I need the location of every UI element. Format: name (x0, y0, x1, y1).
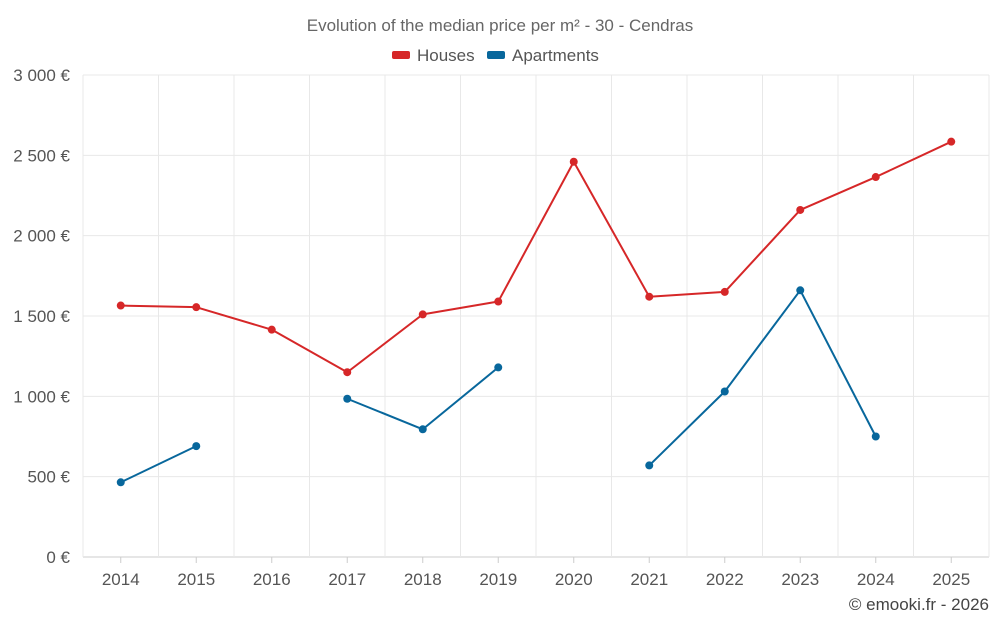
copyright-footer: © emooki.fr - 2026 (849, 595, 989, 614)
data-point-apartments (871, 432, 880, 441)
data-point-apartments (116, 478, 125, 487)
x-tick-label: 2020 (555, 570, 593, 589)
x-tick-label: 2021 (630, 570, 668, 589)
x-tick-label: 2016 (253, 570, 291, 589)
y-tick-label: 1 000 € (13, 387, 70, 406)
data-point-houses (418, 310, 427, 319)
x-axis: 2014 2015 2016 2017 2018 2019 2020 2021 2022 2023… (102, 557, 970, 589)
series-group (116, 137, 956, 487)
y-tick-label: 1 500 € (13, 307, 70, 326)
data-point-houses (720, 287, 729, 296)
data-point-apartments (418, 425, 427, 434)
data-point-apartments (796, 286, 805, 295)
data-point-apartments (343, 394, 352, 403)
data-point-houses (116, 301, 125, 310)
series-line-apartments (120, 445, 197, 484)
data-point-houses (645, 292, 654, 301)
data-point-houses (947, 137, 956, 146)
series-line-apartments (346, 366, 499, 431)
x-tick-label: 2017 (328, 570, 366, 589)
chart-title: Evolution of the median price per m² - 3… (307, 16, 693, 35)
x-tick-label: 2024 (857, 570, 895, 589)
y-tick-label: 2 500 € (13, 146, 70, 165)
x-tick-label: 2018 (404, 570, 442, 589)
legend: Houses Apartments (392, 46, 599, 65)
y-tick-label: 0 € (46, 548, 70, 567)
data-point-houses (569, 157, 578, 166)
legend-label-apartments: Apartments (512, 46, 599, 65)
data-point-houses (192, 303, 201, 312)
data-point-houses (494, 297, 503, 306)
y-tick-label: 500 € (27, 468, 70, 487)
data-point-houses (796, 205, 805, 214)
data-point-apartments (192, 442, 201, 451)
data-point-houses (343, 368, 352, 377)
data-point-houses (871, 173, 880, 182)
y-tick-label: 2 000 € (13, 227, 70, 246)
data-point-houses (267, 325, 276, 334)
data-point-apartments (645, 461, 654, 470)
gridlines (82, 74, 990, 558)
x-tick-label: 2019 (479, 570, 517, 589)
x-tick-label: 2022 (706, 570, 744, 589)
x-tick-label: 2014 (102, 570, 140, 589)
data-point-apartments (720, 387, 729, 396)
x-tick-label: 2025 (932, 570, 970, 589)
legend-swatch-apartments (487, 51, 505, 59)
series-houses (116, 137, 956, 377)
series-line-houses (120, 140, 952, 374)
legend-swatch-houses (392, 51, 410, 59)
series-line-apartments (648, 289, 877, 467)
x-tick-label: 2023 (781, 570, 819, 589)
x-tick-label: 2015 (177, 570, 215, 589)
data-point-apartments (494, 363, 503, 372)
y-axis: 0 € 500 € 1 000 € 1 500 € 2 000 € 2 500 € 3 00… (13, 66, 70, 567)
legend-label-houses: Houses (417, 46, 475, 65)
series-apartments (116, 286, 880, 487)
y-tick-label: 3 000 € (13, 66, 70, 85)
